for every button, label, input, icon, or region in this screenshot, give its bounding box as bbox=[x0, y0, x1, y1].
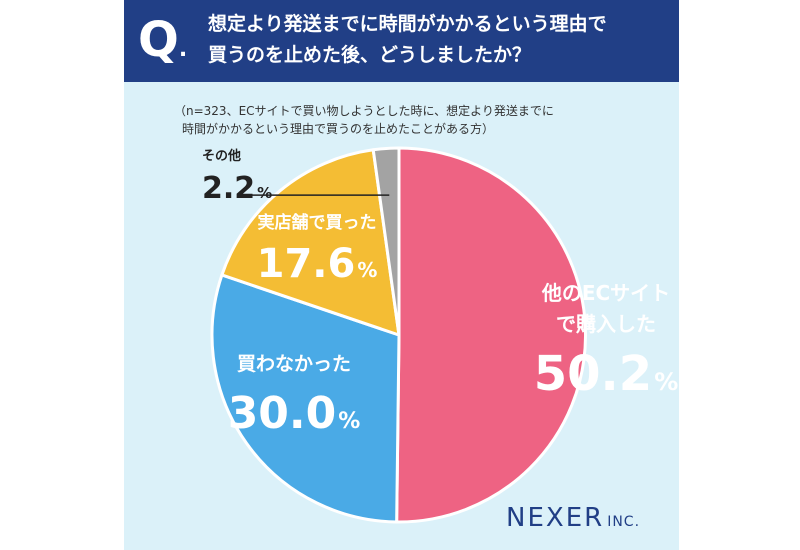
question-q: Q bbox=[138, 12, 179, 68]
question-title-line1: 想定より発送までに時間がかかるという理由で bbox=[208, 13, 607, 35]
slice-value-0: 50.2% bbox=[534, 346, 678, 402]
brand-name: NEXER bbox=[506, 503, 605, 533]
brand-suffix: INC. bbox=[607, 514, 641, 530]
slice-label-2-line-0: 実店舗で買った bbox=[258, 212, 377, 233]
nexer-logo: NEXER INC. bbox=[506, 503, 640, 533]
slice-label-3-line-0: その他 bbox=[202, 148, 241, 164]
sample-note-line1: （n=323、ECサイトで買い物しようとした時に、想定より発送までに bbox=[174, 104, 554, 118]
slice-label-0-line-1: で購入した bbox=[556, 312, 656, 336]
question-title-line2: 買うのを止めた後、どうしましたか？ bbox=[208, 44, 532, 66]
slice-value-2: 17.6% bbox=[257, 241, 378, 287]
slice-label-1-line-0: 買わなかった bbox=[237, 353, 351, 375]
sample-note-line2: 時間がかかるという理由で買うのを止めたことがある方） bbox=[182, 122, 495, 136]
question-mark-badge: Q. bbox=[138, 10, 187, 80]
slice-label-0-line-0: 他のECサイト bbox=[541, 281, 670, 305]
infographic-card: Q. 想定より発送までに時間がかかるという理由で 買うのを止めた後、どうしました… bbox=[124, 0, 679, 550]
pie-slice-2 bbox=[220, 148, 401, 337]
slice-value-1: 30.0% bbox=[228, 388, 361, 439]
pie-slice-0 bbox=[395, 146, 588, 524]
question-dot: . bbox=[178, 37, 188, 62]
pie-slice-1 bbox=[210, 273, 401, 524]
question-header: Q. 想定より発送までに時間がかかるという理由で 買うのを止めた後、どうしました… bbox=[124, 0, 679, 82]
slice-value-3: 2.2% bbox=[202, 171, 272, 206]
